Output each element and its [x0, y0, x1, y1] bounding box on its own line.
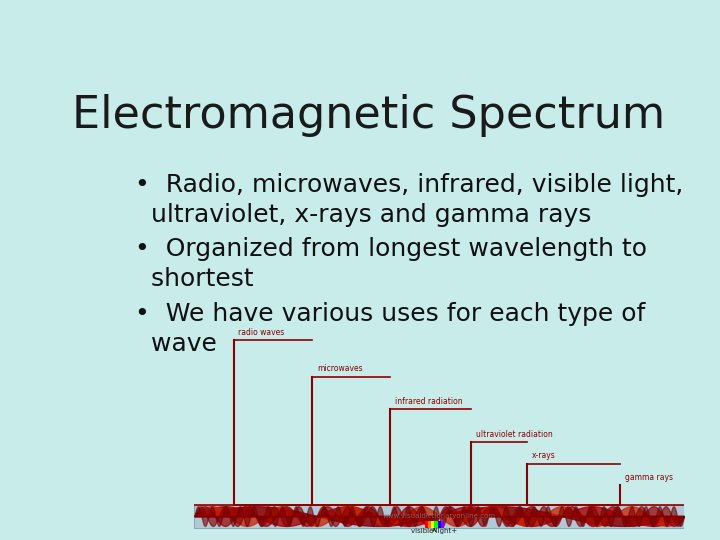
FancyBboxPatch shape	[441, 521, 444, 528]
Text: ultraviolet radiation: ultraviolet radiation	[476, 430, 553, 439]
Text: gamma rays: gamma rays	[625, 472, 673, 482]
Text: www.visualdictionaryonline.com: www.visualdictionaryonline.com	[383, 513, 495, 519]
FancyBboxPatch shape	[194, 504, 684, 528]
FancyBboxPatch shape	[438, 521, 441, 528]
Text: microwaves: microwaves	[317, 364, 362, 373]
Text: infrared radiation: infrared radiation	[395, 397, 463, 406]
FancyBboxPatch shape	[425, 521, 428, 528]
FancyBboxPatch shape	[428, 521, 431, 528]
FancyBboxPatch shape	[431, 521, 434, 528]
Text: x-rays: x-rays	[532, 451, 556, 460]
Text: •  We have various uses for each type of
  wave: • We have various uses for each type of …	[135, 302, 645, 355]
Text: radio waves: radio waves	[238, 328, 284, 337]
Text: •  Organized from longest wavelength to
  shortest: • Organized from longest wavelength to s…	[135, 238, 647, 291]
Text: Electromagnetic Spectrum: Electromagnetic Spectrum	[73, 94, 665, 137]
FancyBboxPatch shape	[434, 521, 438, 528]
Text: visible light+: visible light+	[411, 528, 457, 535]
Text: •  Radio, microwaves, infrared, visible light,
  ultraviolet, x-rays and gamma r: • Radio, microwaves, infrared, visible l…	[135, 173, 683, 227]
